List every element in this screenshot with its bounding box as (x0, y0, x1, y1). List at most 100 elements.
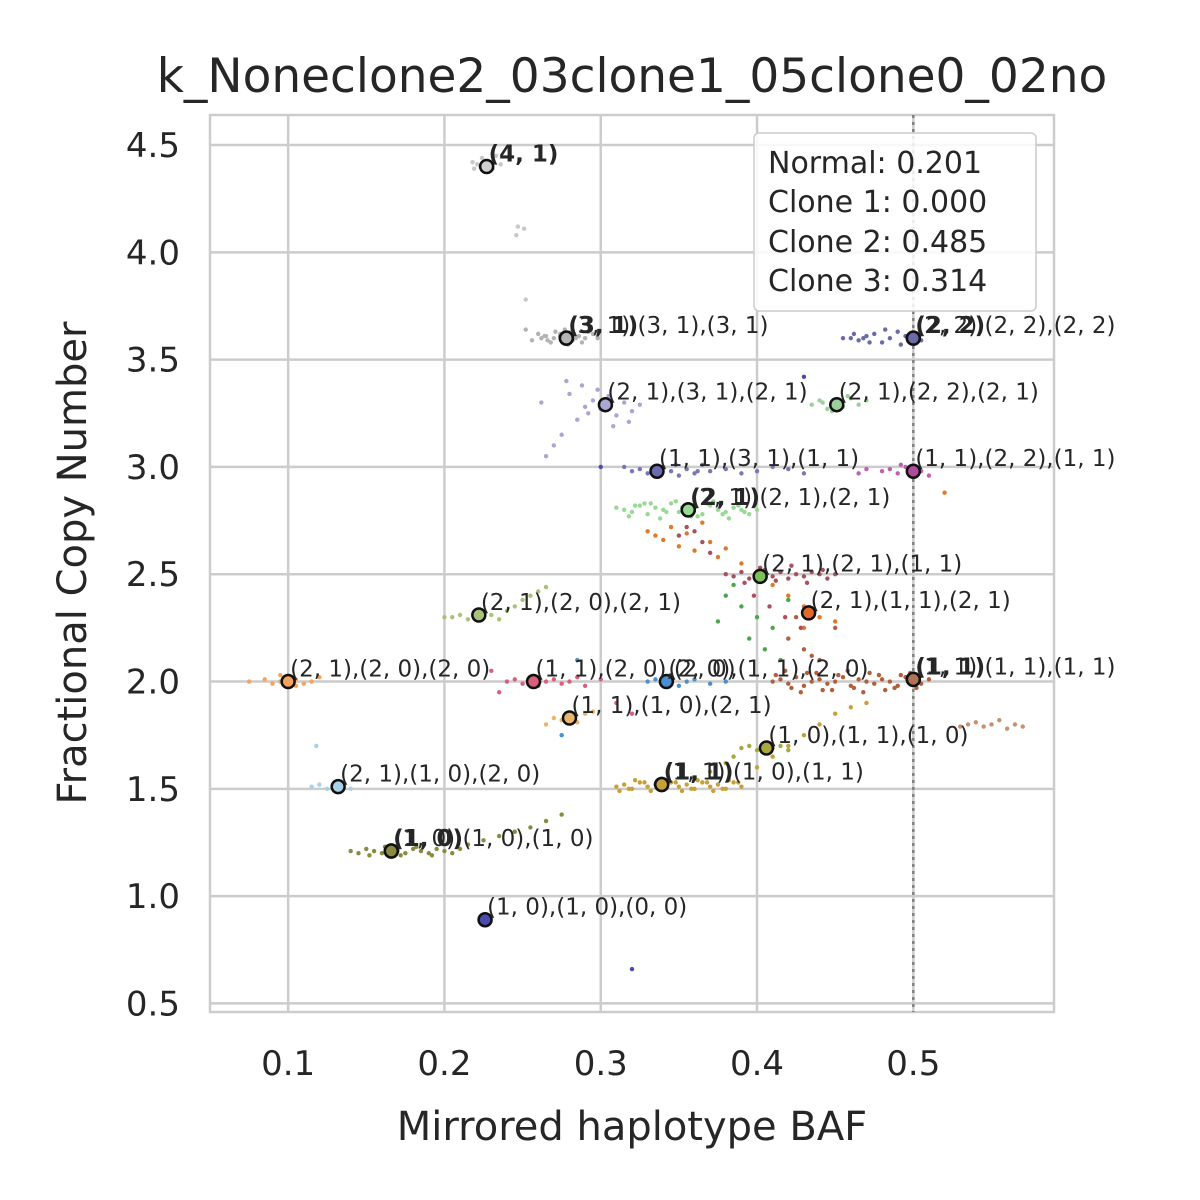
data-point (270, 681, 275, 686)
data-point (798, 625, 803, 631)
cluster-label: (3, 1),(3, 1),(3, 1) (568, 313, 768, 339)
data-point (692, 786, 697, 792)
data-point (879, 469, 885, 474)
data-point (879, 677, 885, 682)
data-point (707, 550, 713, 555)
data-point (621, 464, 627, 470)
data-point (309, 679, 314, 684)
data-point (661, 507, 666, 513)
y-tick-label: 2.5 (126, 555, 180, 595)
data-point (981, 724, 986, 729)
data-point (676, 509, 682, 515)
data-point (629, 966, 635, 972)
data-point (489, 612, 494, 618)
data-point (801, 732, 807, 738)
data-point (723, 509, 728, 515)
data-point (731, 582, 736, 588)
data-point (695, 469, 700, 474)
data-point (664, 509, 669, 515)
data-point (892, 685, 897, 691)
data-point (629, 509, 635, 515)
data-point (521, 226, 527, 231)
y-tick-label: 3.5 (126, 341, 180, 381)
data-point (720, 511, 725, 517)
data-point (496, 690, 502, 695)
data-point (692, 471, 697, 476)
data-point (668, 780, 674, 785)
data-point (851, 685, 857, 691)
data-point (692, 775, 697, 781)
data-point (739, 784, 744, 789)
y-tick-label: 1.0 (126, 877, 180, 917)
cluster-centroid (477, 911, 493, 928)
data-point (926, 677, 932, 682)
data-point (715, 507, 721, 513)
y-tick-label: 4.5 (126, 126, 180, 166)
data-point (754, 765, 760, 770)
data-point (801, 683, 807, 689)
data-point (754, 747, 760, 753)
data-point (814, 670, 819, 676)
data-point (348, 786, 353, 792)
data-point (739, 471, 744, 476)
data-point (470, 160, 475, 165)
data-point (551, 335, 557, 341)
data-point (817, 677, 822, 682)
data-point (770, 679, 775, 684)
data-point (539, 335, 544, 341)
y-axis-label: Fractional Copy Number (50, 321, 96, 804)
grid (210, 115, 1054, 1012)
data-point (825, 406, 830, 412)
data-point (723, 572, 728, 577)
data-point (629, 469, 635, 474)
data-point (895, 329, 900, 334)
cluster-centroid (800, 605, 817, 621)
data-point (778, 677, 783, 682)
data-point (548, 340, 553, 345)
legend-line-normal: Normal: 0.201 (768, 146, 982, 181)
data-point (614, 413, 619, 418)
cluster-centroid (758, 740, 775, 756)
cluster-label: (2, 1) (690, 485, 760, 511)
data-point (648, 788, 653, 794)
cluster-centroid (905, 671, 922, 688)
data-point (642, 780, 647, 785)
data-point (523, 327, 528, 332)
data-point (848, 335, 854, 341)
data-point (1012, 722, 1018, 727)
data-point (887, 335, 893, 341)
data-point (673, 462, 678, 467)
cluster-label: (2, 2) (915, 313, 985, 339)
data-point (715, 554, 721, 560)
data-point (786, 743, 791, 749)
data-point (539, 400, 544, 405)
data-point (711, 788, 716, 794)
data-point (829, 687, 835, 693)
data-point (442, 614, 447, 620)
data-point (475, 162, 480, 167)
data-point (661, 537, 666, 543)
y-tick-label: 4.0 (126, 233, 180, 273)
data-point (543, 818, 549, 824)
data-point (695, 514, 700, 519)
data-point (692, 529, 697, 534)
data-point (673, 499, 678, 504)
data-point (579, 383, 585, 388)
data-point (973, 720, 979, 725)
data-point (450, 851, 455, 856)
data-point (848, 683, 854, 689)
data-point (679, 788, 685, 794)
x-tick-label: 0.5 (886, 1044, 940, 1084)
data-point (793, 675, 799, 680)
x-axis-label: Mirrored haplotype BAF (397, 1104, 867, 1150)
data-point (657, 516, 663, 521)
data-point (278, 672, 283, 678)
legend-box (753, 132, 1037, 312)
data-point (895, 683, 900, 689)
data-point (778, 569, 783, 575)
data-point (883, 687, 888, 693)
data-point (614, 700, 619, 706)
data-point (582, 404, 588, 410)
cluster-centroid (653, 776, 670, 793)
